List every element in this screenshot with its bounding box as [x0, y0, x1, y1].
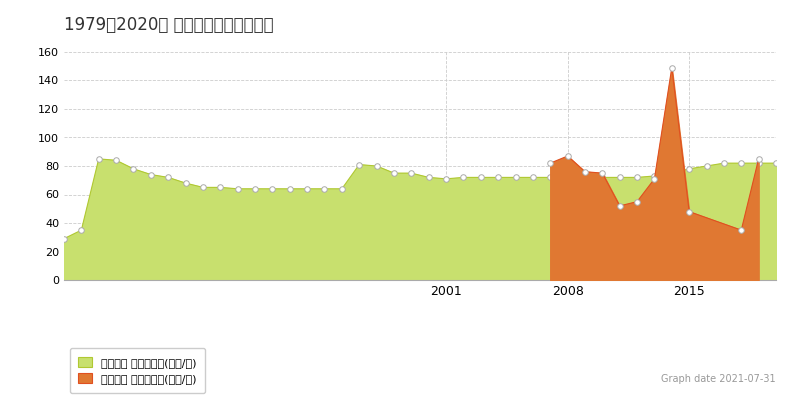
Point: [197, 184, 210, 190]
Point: [318, 186, 331, 192]
Point: [440, 176, 453, 182]
Point: [509, 174, 522, 181]
Point: [735, 160, 748, 166]
Point: [666, 64, 678, 71]
Text: 1979～2020年 足立区平野の地価推移: 1979～2020年 足立区平野の地価推移: [64, 16, 274, 34]
Point: [578, 174, 591, 181]
Point: [596, 174, 609, 181]
Point: [630, 174, 643, 181]
Point: [422, 174, 435, 181]
Point: [630, 198, 643, 205]
Point: [457, 174, 470, 181]
Point: [249, 186, 262, 192]
Point: [770, 160, 782, 166]
Point: [596, 170, 609, 176]
Legend: 地価公示 平均坪単価(万円/坪), 取引価格 平均坪単価(万円/坪): 地価公示 平均坪単価(万円/坪), 取引価格 平均坪単価(万円/坪): [70, 348, 205, 393]
Point: [110, 157, 122, 164]
Point: [682, 208, 695, 215]
Text: Graph date 2021-07-31: Graph date 2021-07-31: [662, 374, 776, 384]
Point: [75, 227, 88, 233]
Point: [370, 163, 383, 169]
Point: [492, 174, 505, 181]
Point: [179, 180, 192, 186]
Point: [335, 186, 348, 192]
Point: [700, 163, 713, 169]
Point: [752, 156, 765, 162]
Point: [666, 170, 678, 176]
Point: [127, 166, 140, 172]
Point: [92, 156, 105, 162]
Point: [718, 160, 730, 166]
Point: [353, 161, 366, 168]
Point: [283, 186, 296, 192]
Point: [614, 174, 626, 181]
Point: [562, 153, 574, 159]
Point: [544, 160, 557, 166]
Point: [648, 173, 661, 179]
Point: [162, 174, 174, 181]
Point: [752, 160, 765, 166]
Point: [145, 171, 158, 178]
Point: [405, 170, 418, 176]
Point: [387, 170, 400, 176]
Point: [544, 174, 557, 181]
Point: [301, 186, 314, 192]
Point: [648, 176, 661, 182]
Point: [214, 184, 226, 190]
Point: [578, 168, 591, 175]
Point: [562, 174, 574, 181]
Point: [526, 174, 539, 181]
Point: [231, 186, 244, 192]
Point: [682, 166, 695, 172]
Point: [735, 227, 748, 233]
Point: [58, 236, 70, 242]
Point: [266, 186, 278, 192]
Point: [614, 203, 626, 209]
Point: [474, 174, 487, 181]
